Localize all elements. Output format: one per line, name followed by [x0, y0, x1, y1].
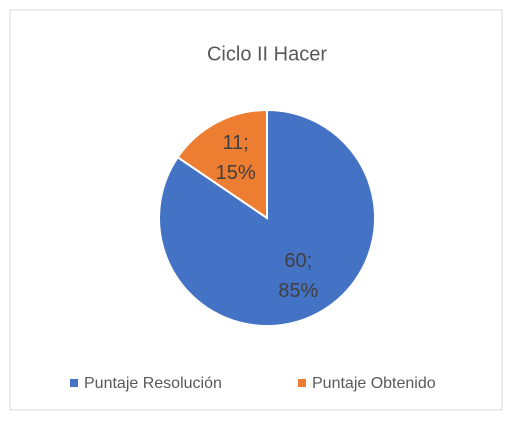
pie-slice — [176, 108, 268, 220]
legend-swatch — [298, 379, 306, 387]
legend-swatch — [70, 379, 78, 387]
chart-title: Ciclo II Hacer — [207, 43, 327, 65]
data-label: 11; 15% — [216, 132, 256, 184]
legend-label: Puntaje Obtenido — [312, 375, 436, 392]
legend-label: Puntaje Resolución — [84, 375, 222, 392]
data-label: 60; 85% — [278, 250, 318, 302]
